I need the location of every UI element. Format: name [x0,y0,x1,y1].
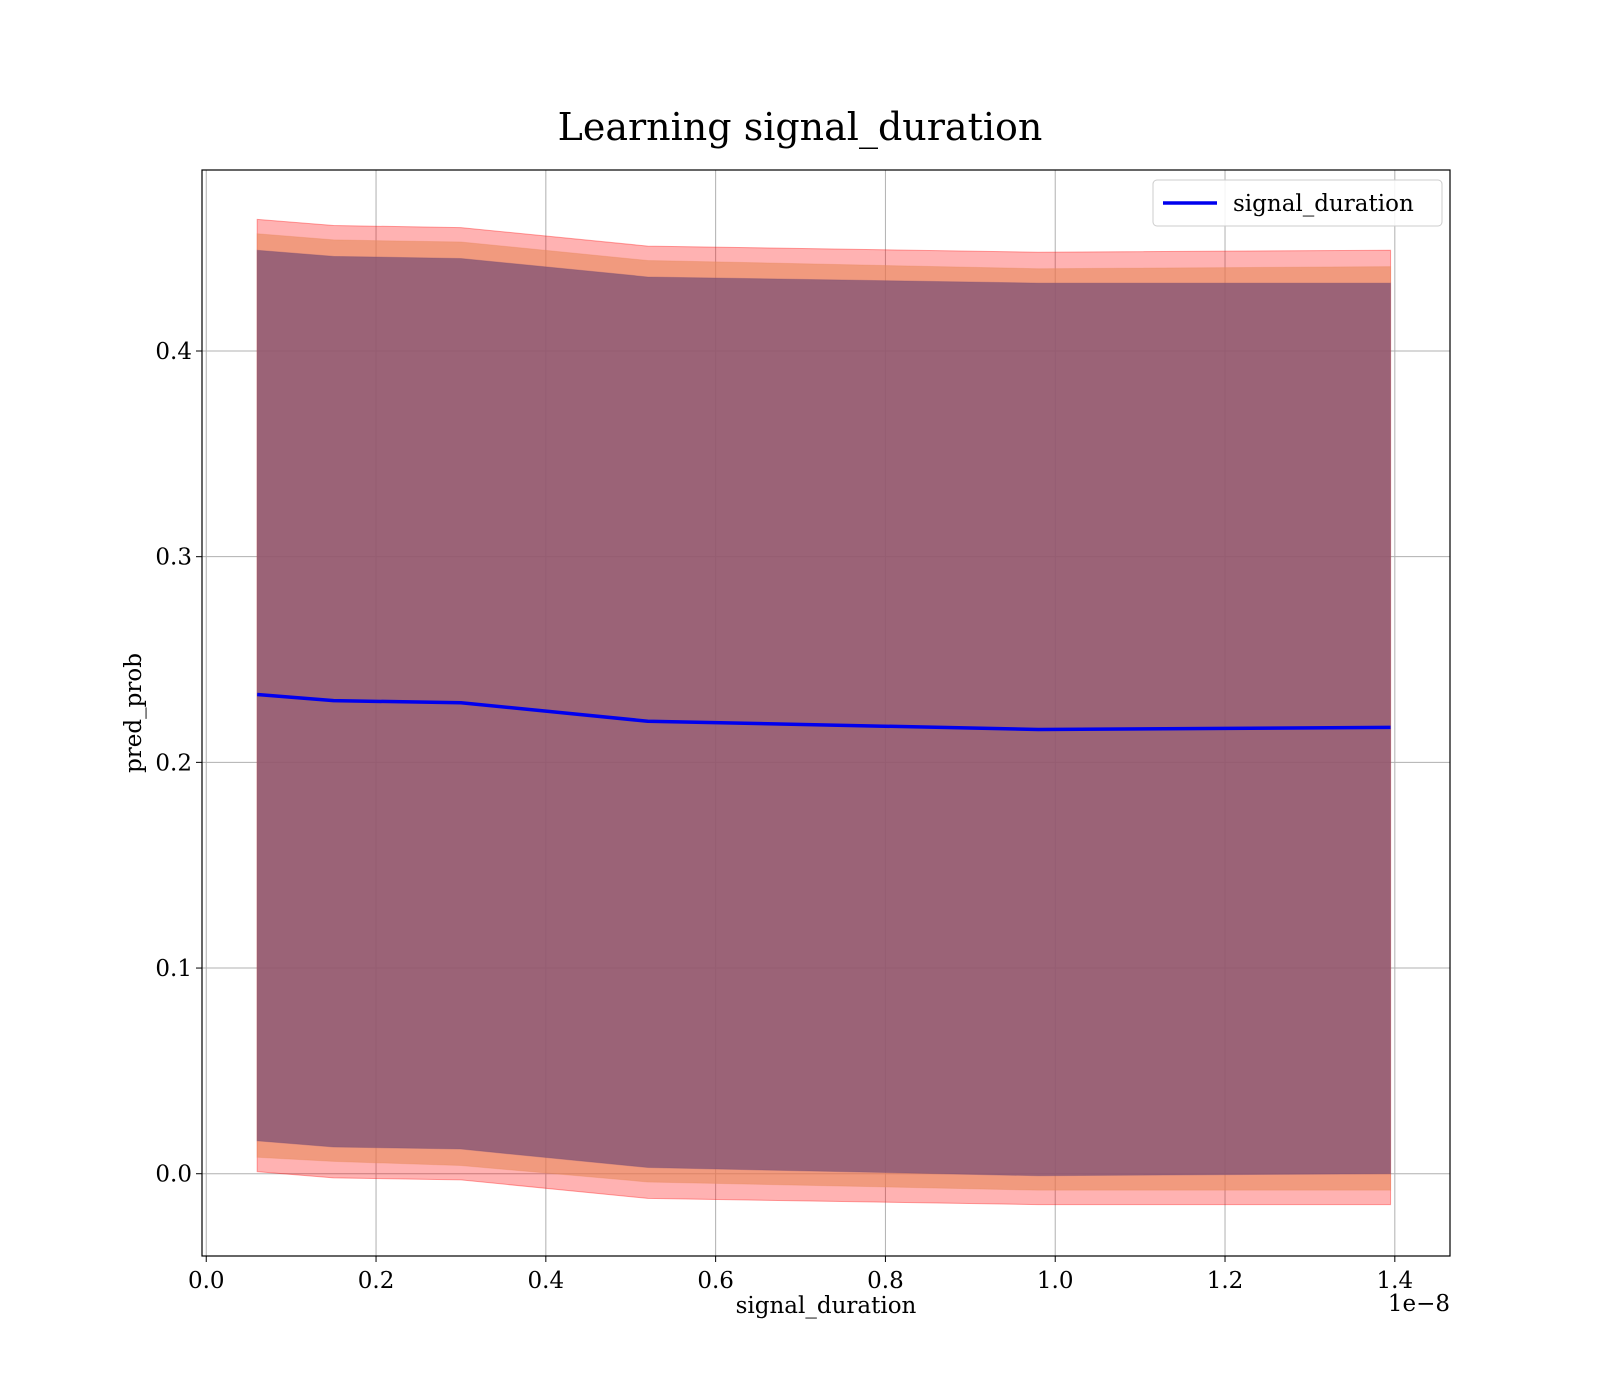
y-tick-label: 0.4 [155,339,192,365]
x-offset-text: 1e−8 [1388,1291,1450,1317]
confidence-band-2 [256,249,1392,1177]
legend-box [1152,179,1443,227]
y-tick-label: 0.0 [155,1162,192,1188]
legend-entry: signal_duration [1233,191,1414,217]
plot-frame [201,169,1451,1257]
x-tick-label: 0.0 [188,1268,225,1294]
x-tick-label: 0.8 [867,1268,904,1294]
legend: signal_duration [1152,179,1443,227]
x-tick-label: 1.4 [1377,1268,1414,1294]
x-tick-label: 0.4 [528,1268,565,1294]
y-tick-label: 0.1 [155,956,192,982]
series-line [257,692,1391,732]
x-tick-label: 0.2 [358,1268,395,1294]
x-axis-label: signal_duration [736,1293,917,1319]
chart-title: Learning signal_duration [558,105,1043,150]
x-tick-label: 1.0 [1037,1268,1074,1294]
x-ticks: 0.0 0.2 0.4 0.6 0.8 1.0 1.2 1.4 [188,1256,1413,1294]
x-tick-label: 1.2 [1207,1268,1244,1294]
x-tick-label: 0.6 [697,1268,734,1294]
bands [256,218,1392,1206]
series-lines [257,692,1391,732]
y-ticks: 0.0 0.1 0.2 0.3 0.4 [155,339,202,1188]
y-axis-label: pred_prob [121,653,147,773]
y-tick-label: 0.2 [155,750,192,776]
y-tick-label: 0.3 [155,545,192,571]
